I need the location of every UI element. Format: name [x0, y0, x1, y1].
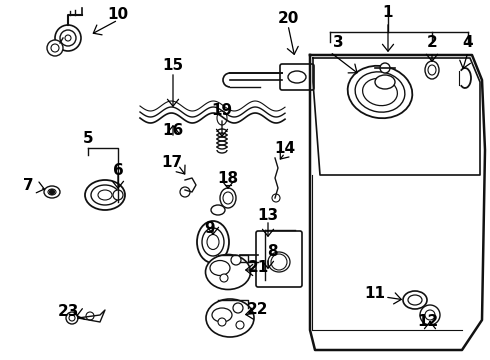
Text: 19: 19 — [212, 103, 233, 117]
Text: 16: 16 — [162, 122, 184, 138]
Text: 7: 7 — [23, 177, 33, 193]
Ellipse shape — [428, 65, 436, 75]
Text: 11: 11 — [365, 285, 386, 301]
Circle shape — [66, 312, 78, 324]
Circle shape — [69, 315, 75, 321]
Text: 14: 14 — [274, 140, 295, 156]
Text: 4: 4 — [463, 35, 473, 50]
Ellipse shape — [98, 190, 112, 200]
Circle shape — [380, 63, 390, 73]
Ellipse shape — [268, 252, 290, 272]
Circle shape — [236, 321, 244, 329]
Circle shape — [51, 44, 59, 52]
Text: 10: 10 — [107, 6, 128, 22]
Circle shape — [49, 189, 54, 194]
Text: 1: 1 — [383, 5, 393, 19]
Circle shape — [65, 35, 71, 41]
Ellipse shape — [220, 188, 236, 208]
Ellipse shape — [348, 66, 412, 118]
Text: 23: 23 — [57, 305, 79, 320]
Ellipse shape — [48, 189, 56, 195]
Ellipse shape — [44, 186, 60, 198]
Ellipse shape — [207, 234, 219, 249]
Text: 5: 5 — [83, 131, 93, 145]
Ellipse shape — [85, 180, 125, 210]
Circle shape — [231, 255, 241, 265]
Text: 13: 13 — [257, 207, 278, 222]
Ellipse shape — [206, 299, 254, 337]
FancyBboxPatch shape — [280, 64, 314, 90]
Circle shape — [272, 194, 280, 202]
Ellipse shape — [425, 61, 439, 79]
Circle shape — [233, 303, 243, 313]
Text: 9: 9 — [205, 220, 215, 235]
Ellipse shape — [403, 291, 427, 309]
Text: 3: 3 — [333, 35, 343, 50]
Text: 17: 17 — [161, 154, 183, 170]
Circle shape — [218, 318, 226, 326]
Ellipse shape — [375, 75, 395, 89]
Ellipse shape — [408, 295, 422, 305]
Circle shape — [47, 40, 63, 56]
Ellipse shape — [205, 255, 250, 289]
Text: 22: 22 — [247, 302, 269, 318]
Ellipse shape — [202, 228, 224, 256]
Text: 21: 21 — [247, 261, 269, 275]
Text: 15: 15 — [163, 58, 184, 72]
Ellipse shape — [288, 71, 306, 83]
Circle shape — [220, 274, 228, 282]
Ellipse shape — [363, 78, 397, 105]
Circle shape — [425, 310, 435, 320]
Ellipse shape — [91, 185, 119, 205]
Ellipse shape — [223, 192, 233, 204]
Text: 12: 12 — [417, 315, 439, 329]
Ellipse shape — [212, 308, 232, 322]
Ellipse shape — [355, 72, 405, 112]
Ellipse shape — [210, 261, 230, 275]
Circle shape — [271, 254, 287, 270]
Circle shape — [60, 30, 76, 46]
FancyBboxPatch shape — [256, 231, 302, 287]
Circle shape — [113, 190, 123, 200]
Text: 6: 6 — [113, 162, 123, 177]
Text: 2: 2 — [427, 35, 438, 50]
Ellipse shape — [197, 221, 229, 263]
Ellipse shape — [211, 205, 225, 215]
Circle shape — [55, 25, 81, 51]
Text: 18: 18 — [218, 171, 239, 185]
Text: 8: 8 — [267, 244, 277, 260]
Circle shape — [86, 312, 94, 320]
Circle shape — [180, 187, 190, 197]
Circle shape — [420, 305, 440, 325]
Text: 20: 20 — [277, 10, 299, 26]
